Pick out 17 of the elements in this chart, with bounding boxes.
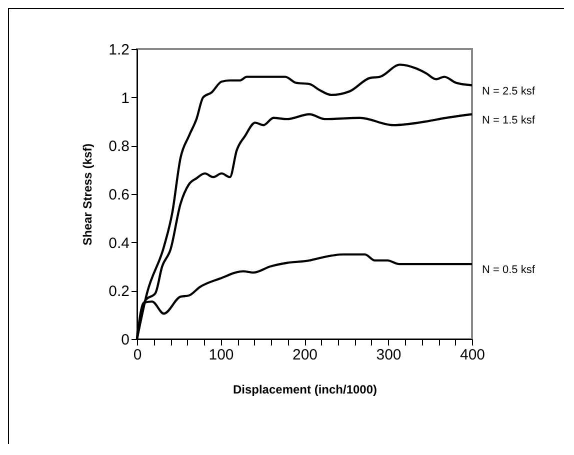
y-tick-label: 0.2	[108, 283, 130, 300]
y-tick-label: 1.2	[108, 42, 130, 58]
y-axis-title: Shear Stress (ksf)	[80, 143, 95, 246]
x-tick-label: 100	[208, 346, 234, 364]
x-axis-title: Displacement (inch/1000)	[232, 382, 378, 396]
x-tick-label: 0	[133, 346, 142, 364]
series-label: N = 2.5 ksf	[482, 85, 536, 98]
y-tick-label: 1	[121, 90, 130, 107]
series-label: N = 0.5 ksf	[482, 264, 536, 276]
y-tick-label: 0.4	[108, 234, 130, 252]
series-label: N = 1.5 ksf	[482, 114, 536, 126]
x-tick-label: 400	[460, 346, 486, 364]
y-tick-label: 0.6	[108, 186, 130, 204]
y-tick-label: 0.8	[108, 138, 130, 156]
x-tick-label: 200	[292, 346, 318, 364]
y-tick-label: 0	[121, 332, 130, 348]
x-tick-label: 300	[376, 346, 402, 364]
